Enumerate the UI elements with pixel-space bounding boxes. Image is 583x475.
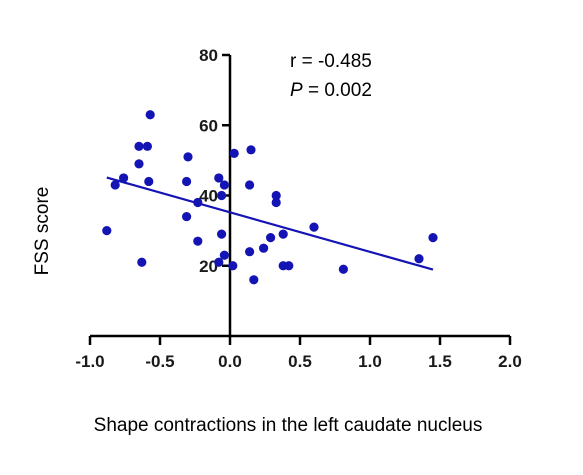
data-point [134, 159, 144, 169]
data-point [183, 152, 193, 162]
data-point [249, 275, 259, 285]
data-point [217, 229, 227, 239]
data-point [219, 180, 229, 190]
data-point [278, 229, 288, 239]
data-point [229, 148, 239, 158]
data-point [245, 247, 255, 257]
correlation-annotation: r = -0.485 [290, 51, 372, 72]
p-label: P [290, 80, 303, 101]
data-point [284, 261, 294, 271]
data-point [142, 141, 152, 151]
regression-line [106, 176, 434, 271]
y-axis: 20 40 60 80 [199, 46, 232, 336]
x-tick-label: -1.0 [75, 352, 104, 371]
x-tick-label: 0.0 [218, 352, 242, 371]
y-tick-label: 20 [199, 257, 218, 276]
x-tick-label: 1.5 [428, 352, 452, 371]
y-tick-label: 80 [199, 46, 218, 65]
x-tick-label: 0.5 [288, 352, 312, 371]
data-point [271, 190, 281, 201]
data-point [102, 226, 112, 236]
data-point [428, 233, 438, 243]
data-point [414, 254, 424, 264]
data-point [245, 180, 255, 190]
data-point [182, 211, 192, 222]
data-point [246, 145, 256, 155]
y-tick-label: 40 [199, 187, 218, 206]
data-point [271, 197, 281, 208]
x-ticks: -1.0 -0.5 0.0 0.5 1.0 1.5 2.0 [75, 336, 522, 371]
data-point [338, 264, 348, 274]
data-point [259, 243, 269, 253]
data-point [182, 176, 192, 187]
data-point [217, 190, 227, 201]
data-points [102, 110, 438, 285]
data-point [145, 110, 155, 120]
data-point [214, 257, 224, 267]
y-tick-label: 60 [199, 116, 218, 135]
x-tick-label: 1.0 [358, 352, 382, 371]
y-axis-title: FSS score [32, 187, 53, 276]
x-tick-label: -0.5 [145, 352, 174, 371]
x-axis-title: Shape contractions in the left caudate n… [94, 415, 483, 436]
p-value: = 0.002 [303, 80, 372, 101]
data-point [309, 222, 319, 232]
x-tick-label: 2.0 [498, 352, 522, 371]
p-value-annotation: P = 0.002 [290, 80, 372, 101]
y-ticks: 20 40 60 80 [199, 46, 230, 276]
data-point [134, 141, 144, 151]
data-point [219, 250, 229, 260]
x-axis: -1.0 -0.5 0.0 0.5 1.0 1.5 2.0 [75, 334, 522, 371]
data-point [214, 173, 224, 183]
data-point [137, 257, 147, 267]
data-point [193, 236, 203, 246]
data-point [119, 173, 129, 183]
data-point [266, 233, 276, 243]
data-point [110, 180, 120, 190]
data-point [144, 176, 154, 187]
data-point [228, 261, 238, 271]
